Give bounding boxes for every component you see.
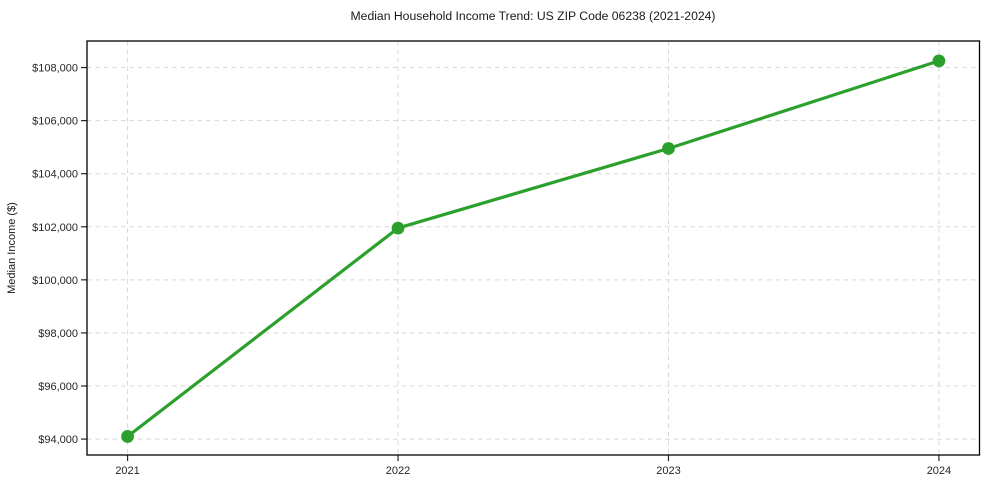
data-point-2022	[391, 221, 405, 235]
plot-border	[86, 40, 981, 456]
y-tick-label-96000: $96,000	[38, 381, 78, 393]
y-axis-label: Median Income ($)	[6, 202, 18, 294]
series-layer	[121, 54, 946, 443]
data-point-2023	[662, 142, 675, 155]
x-tick-label-2021: 2021	[115, 465, 139, 477]
grid-layer	[87, 41, 980, 455]
y-tick-label-100000: $100,000	[32, 275, 78, 287]
tick-label-layer: $94,000 $96,000 $98,000 $100,000 $102,000 $10…	[32, 63, 951, 477]
data-point-2024	[932, 54, 946, 68]
y-tick-label-108000: $108,000	[32, 63, 78, 75]
data-point-2021	[121, 430, 134, 443]
x-tick-label-2023: 2023	[656, 465, 680, 477]
x-tick-label-2024: 2024	[927, 465, 951, 477]
tick-layer	[81, 66, 940, 461]
y-tick-label-94000: $94,000	[38, 434, 78, 446]
x-tick-label-2022: 2022	[386, 465, 410, 477]
trend-line	[125, 59, 941, 439]
chart-title: Median Household Income Trend: US ZIP Co…	[351, 9, 716, 23]
y-tick-label-102000: $102,000	[32, 222, 78, 234]
y-tick-label-104000: $104,000	[32, 169, 78, 181]
y-tick-label-106000: $106,000	[32, 116, 78, 128]
y-tick-label-98000: $98,000	[38, 328, 78, 340]
